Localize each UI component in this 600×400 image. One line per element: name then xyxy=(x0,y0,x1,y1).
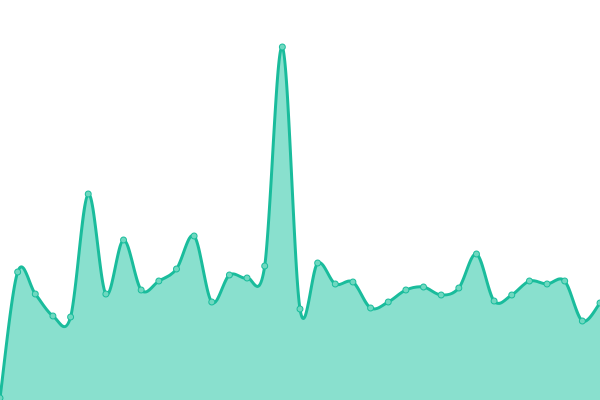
data-point xyxy=(278,43,286,51)
data-point xyxy=(490,297,498,305)
data-point xyxy=(137,286,145,294)
data-point xyxy=(543,280,551,288)
data-point xyxy=(525,277,533,285)
data-point xyxy=(120,236,128,244)
data-point xyxy=(49,312,57,320)
series-line xyxy=(0,45,600,399)
data-point xyxy=(14,268,22,276)
data-point xyxy=(561,277,569,285)
data-point xyxy=(349,278,357,286)
data-point xyxy=(455,284,463,292)
data-point xyxy=(420,283,428,291)
data-point xyxy=(172,265,180,273)
data-point xyxy=(314,259,322,267)
data-point xyxy=(578,317,586,325)
data-point xyxy=(367,304,375,312)
area-fill xyxy=(0,46,600,400)
data-point xyxy=(190,232,198,240)
data-point xyxy=(296,305,304,313)
data-point xyxy=(102,290,110,298)
data-point xyxy=(243,274,251,282)
data-point xyxy=(402,286,410,294)
data-point xyxy=(261,262,269,270)
data-point xyxy=(225,271,233,279)
data-point xyxy=(31,290,39,298)
data-point xyxy=(208,298,216,306)
data-point xyxy=(596,299,600,307)
data-point xyxy=(384,298,392,306)
data-point xyxy=(0,394,4,400)
data-point xyxy=(67,313,75,321)
data-point xyxy=(331,280,339,288)
data-point xyxy=(84,190,92,198)
data-point xyxy=(437,291,445,299)
data-point xyxy=(508,291,516,299)
data-point xyxy=(155,277,163,285)
data-point xyxy=(472,250,480,258)
data-points xyxy=(0,43,600,400)
